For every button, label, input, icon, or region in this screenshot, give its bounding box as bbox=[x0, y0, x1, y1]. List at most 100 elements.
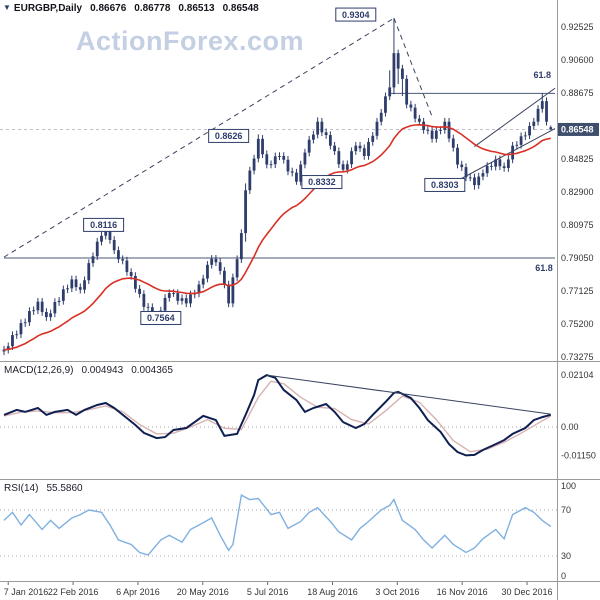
candle-body bbox=[494, 159, 498, 167]
swing-label-text: 0.9304 bbox=[342, 10, 370, 20]
candle-body bbox=[324, 132, 328, 136]
candle-body bbox=[295, 172, 298, 182]
date-tick-label: 7 Jan 2016 bbox=[4, 587, 49, 597]
rsi-tick-label: 30 bbox=[561, 551, 571, 561]
candle-body bbox=[460, 164, 464, 168]
macd-panel[interactable] bbox=[0, 374, 557, 457]
swing-label-box bbox=[83, 217, 125, 232]
candle-body bbox=[36, 301, 40, 311]
candle-body bbox=[197, 284, 201, 294]
candle-body bbox=[273, 156, 277, 165]
dashed-trendline bbox=[393, 17, 433, 117]
candle-body bbox=[417, 118, 421, 122]
candle-body bbox=[506, 159, 510, 168]
macd-tick-label: -0.01150 bbox=[561, 450, 596, 460]
candle-body bbox=[290, 171, 294, 173]
date-tick-label: 5 Jul 2016 bbox=[247, 587, 289, 597]
rsi-panel[interactable] bbox=[0, 494, 557, 557]
candle-body bbox=[112, 239, 116, 251]
macd-main-line bbox=[3, 374, 552, 457]
candle-body bbox=[95, 241, 99, 257]
candle-body bbox=[354, 145, 358, 152]
candle-body bbox=[439, 129, 442, 131]
candle-body bbox=[121, 259, 125, 261]
rsi-tick-label: 0 bbox=[561, 571, 566, 581]
candle-body bbox=[180, 298, 184, 301]
candle-body bbox=[396, 53, 400, 69]
candle-body bbox=[70, 279, 74, 289]
candle-body bbox=[11, 335, 14, 347]
price-tick-label: 0.92525 bbox=[561, 22, 594, 32]
candle-body bbox=[184, 298, 188, 304]
candle-body bbox=[367, 141, 370, 156]
candle-body bbox=[456, 147, 459, 165]
candle-body bbox=[2, 349, 6, 352]
rsi-name: RSI(14) bbox=[4, 483, 39, 494]
current-price-label: 0.86548 bbox=[561, 125, 594, 135]
macd-signal-line bbox=[3, 380, 552, 453]
candle-body bbox=[87, 263, 91, 281]
swing-label-text: 0.8332 bbox=[308, 177, 336, 187]
symbol-label: EURGBP,Daily bbox=[13, 3, 83, 14]
candle-body bbox=[409, 104, 413, 108]
candle-body bbox=[269, 164, 273, 166]
candle-body bbox=[129, 272, 133, 276]
candle-body bbox=[515, 144, 519, 146]
candle-body bbox=[133, 275, 137, 289]
macd-axis[interactable]: 0.02104 0.00 -0.01150 bbox=[561, 370, 596, 460]
candle-body bbox=[91, 256, 95, 264]
candle-body bbox=[430, 130, 434, 139]
macd-tick-label: 0.00 bbox=[561, 422, 579, 432]
date-tick-label: 16 Nov 2016 bbox=[437, 587, 488, 597]
candle-body bbox=[426, 129, 430, 131]
candle-body bbox=[235, 259, 239, 278]
candle-body bbox=[57, 300, 61, 303]
price-tick-label: 0.80975 bbox=[561, 220, 594, 230]
rsi-axis[interactable]: 100 70 30 0 bbox=[561, 481, 576, 581]
candle-body bbox=[6, 346, 10, 350]
candle-body bbox=[252, 158, 256, 171]
candle-body bbox=[477, 176, 481, 186]
candle-body bbox=[223, 270, 226, 285]
candle-body bbox=[142, 293, 146, 307]
date-tick-label: 6 Apr 2016 bbox=[116, 587, 160, 597]
candle-body bbox=[468, 177, 472, 179]
candle-body bbox=[375, 121, 379, 136]
candle-body bbox=[384, 96, 387, 113]
candle-body bbox=[528, 125, 531, 136]
ohlc-high: 0.86778 bbox=[134, 3, 171, 14]
candle-body bbox=[248, 170, 252, 191]
price-panel[interactable]: 0.9304 0.8626 0.8332 0.8303 0.8116 0.7564 61.8… bbox=[0, 7, 557, 356]
date-axis[interactable]: 7 Jan 2016 22 Feb 2016 6 Apr 2016 20 May 20… bbox=[4, 582, 553, 597]
candle-body bbox=[345, 164, 349, 170]
candle-body bbox=[320, 121, 324, 133]
candle-body bbox=[549, 127, 553, 130]
chart-title: ▼ EURGBP,Daily 0.86676 0.86778 0.86513 0.8654… bbox=[3, 3, 259, 14]
swing-label-box bbox=[424, 177, 466, 192]
candle-body bbox=[392, 53, 396, 88]
current-price-box bbox=[558, 122, 599, 136]
candle-body bbox=[15, 334, 19, 336]
candle-body bbox=[172, 293, 175, 295]
moving-average-line bbox=[3, 123, 551, 351]
macd-signal-value: 0.004365 bbox=[131, 365, 173, 376]
candle-body bbox=[231, 277, 235, 304]
candle-body bbox=[358, 145, 362, 149]
rsi-tick-label: 70 bbox=[561, 505, 571, 515]
candle-body bbox=[117, 250, 120, 260]
candle-body bbox=[44, 311, 48, 318]
candle-body bbox=[328, 135, 332, 146]
ohlc-low: 0.86513 bbox=[178, 3, 215, 14]
date-tick-label: 30 Dec 2016 bbox=[502, 587, 553, 597]
fib-ratio-label: 61.8 bbox=[535, 263, 553, 273]
price-tick-label: 0.82900 bbox=[561, 187, 594, 197]
candle-body bbox=[519, 136, 523, 145]
rsi-line bbox=[3, 494, 552, 556]
candle-body bbox=[138, 288, 142, 294]
candle-body bbox=[265, 154, 269, 165]
fib-ratio-label: 61.8 bbox=[534, 70, 552, 80]
price-axis[interactable]: 0.92525 0.90600 0.88675 0.84825 0.82900 0.809… bbox=[558, 22, 599, 362]
candle-body bbox=[40, 301, 44, 312]
